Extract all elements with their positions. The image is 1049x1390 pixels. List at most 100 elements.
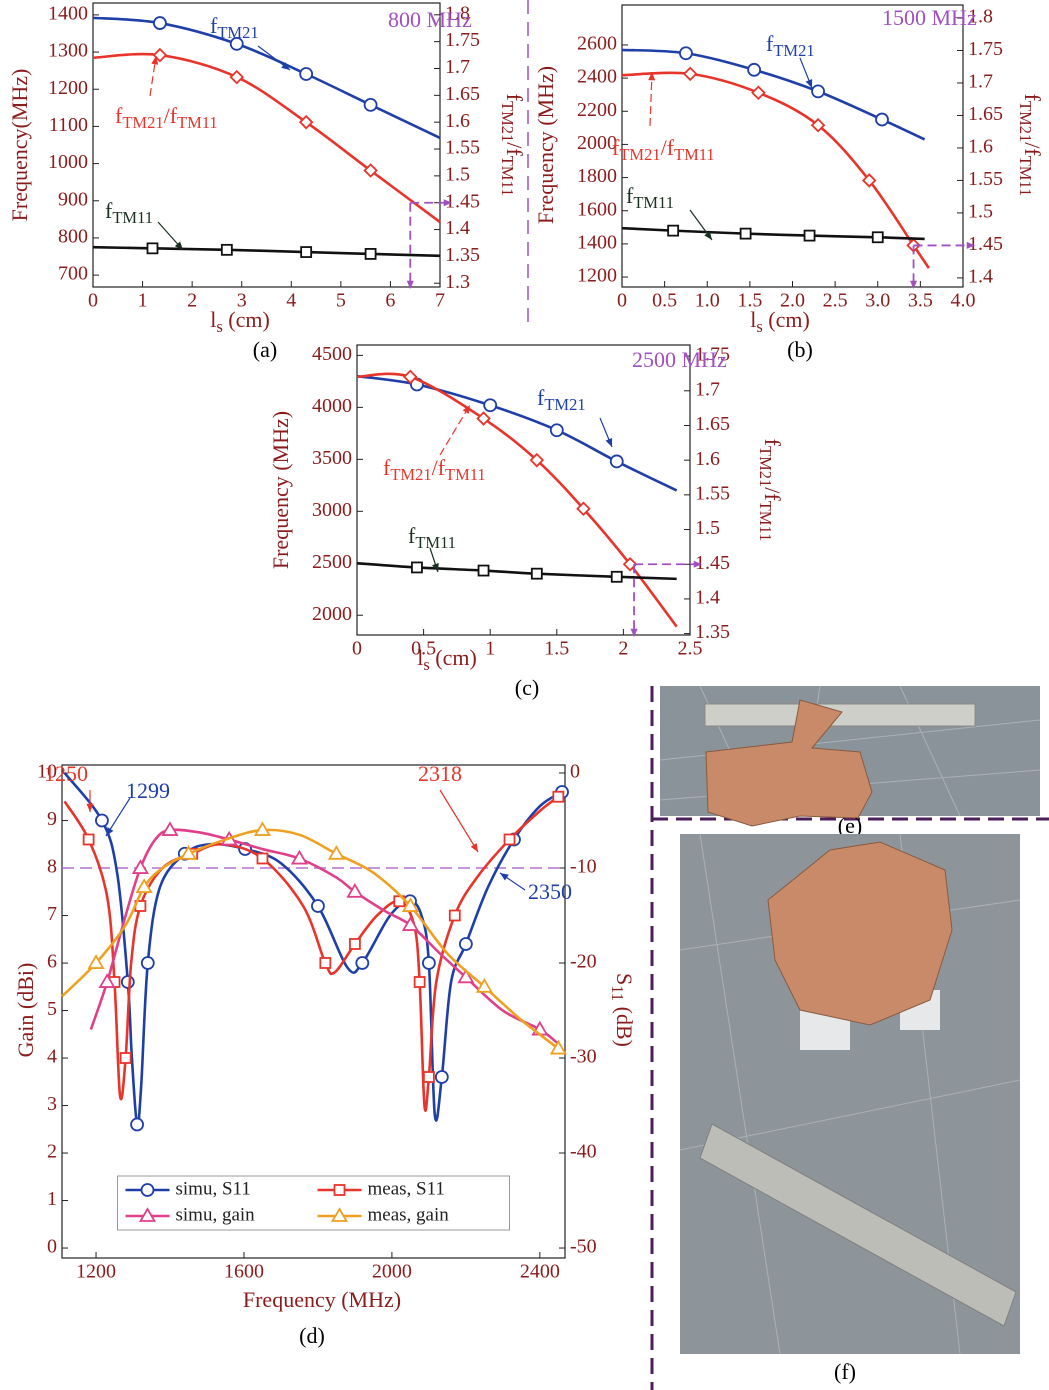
- y2-axis-label-part: /f: [760, 487, 785, 501]
- y2-tick-label: 1.75: [968, 38, 1003, 60]
- annotation-arrowhead: [704, 231, 712, 240]
- y-tick-label: 2400: [577, 66, 617, 88]
- annotation: fTM11: [105, 198, 153, 227]
- x-tick-label: 2.0: [780, 290, 805, 312]
- guide-arrowhead: [406, 280, 414, 289]
- annotation-arrowhead: [151, 56, 159, 65]
- y-tick-label: 1200: [577, 265, 617, 287]
- y-tick-label: 800: [58, 226, 88, 248]
- y2-tick-label: 1.5: [695, 517, 720, 539]
- y-tick-label: 1200: [48, 77, 88, 99]
- annotation: 1500 MHz: [882, 5, 977, 30]
- y-tick-label: 1600: [577, 198, 617, 220]
- x-tick-label: 2: [187, 290, 197, 312]
- photo-e: (e): [659, 685, 1041, 838]
- y2-axis-label-part: (dB): [612, 1001, 637, 1047]
- photo-ruler: [699, 1123, 1017, 1327]
- marker: [120, 975, 135, 989]
- marker: [290, 849, 309, 865]
- annotation-part: TM11: [415, 533, 456, 552]
- x-axis-label: Frequency (MHz): [243, 1287, 401, 1312]
- marker: [875, 112, 889, 127]
- series-line: [63, 795, 560, 1112]
- plot-frame: [92, 2, 441, 288]
- x-tick-label: 0: [617, 290, 627, 312]
- y2-tick-label: 1.35: [695, 621, 730, 643]
- photo-caption: (f): [834, 1359, 856, 1384]
- y-axis-label-part: Gain (dBi): [13, 963, 38, 1058]
- marker: [363, 163, 378, 178]
- y-tick-label: 1100: [49, 114, 88, 136]
- legend-label: meas, gain: [368, 1204, 450, 1225]
- y2-axis-label-part: TM11: [756, 501, 775, 542]
- annotation: fTM21: [210, 13, 259, 42]
- marker: [179, 845, 198, 860]
- x-tick-label: 0.5: [652, 290, 677, 312]
- y2-tick-label: -40: [570, 1141, 597, 1163]
- annotation-part: 2500 MHz: [632, 347, 727, 372]
- marker: [552, 790, 565, 803]
- y2-tick-label: -50: [570, 1236, 597, 1258]
- annotation-part: f: [210, 13, 218, 38]
- annotation: fTM21/fTM11: [612, 135, 715, 164]
- y2-tick-label: 1.45: [445, 190, 480, 212]
- y-tick-label: 5: [47, 998, 57, 1020]
- y-tick-label: 1800: [577, 165, 617, 187]
- marker: [220, 243, 233, 256]
- x-tick-label: 3.0: [865, 290, 890, 312]
- y2-tick-label: 1.65: [445, 83, 480, 105]
- y2-axis-label-part: TM21: [756, 446, 775, 487]
- marker: [311, 899, 325, 913]
- y2-tick-label: 1.65: [968, 103, 1003, 125]
- x-tick-label: 1: [138, 290, 148, 312]
- annotation-part: f: [612, 135, 620, 160]
- marker: [458, 937, 473, 951]
- annotation: fTM11: [408, 523, 456, 552]
- x-axis-label: ls (cm): [750, 307, 810, 336]
- annotation-part: TM21: [390, 465, 431, 484]
- y-tick-label: 900: [58, 188, 88, 210]
- annotation-part: 1250: [44, 761, 88, 786]
- caption: (c): [515, 675, 539, 700]
- marker: [131, 859, 149, 874]
- x-axis-label-part: l: [417, 645, 423, 670]
- y-tick-label: 1000: [48, 151, 88, 173]
- annotation-part: f: [626, 183, 634, 208]
- y-tick-label: 6: [47, 951, 57, 973]
- y-tick-label: 2200: [577, 99, 617, 121]
- y-tick-label: 700: [58, 263, 88, 285]
- x-tick-label: 1200: [76, 1261, 116, 1283]
- marker: [610, 570, 623, 583]
- marker: [253, 821, 272, 836]
- x-tick-label: 4.0: [951, 290, 976, 312]
- y-axis-label: Frequency(MHz): [7, 69, 32, 222]
- marker: [153, 16, 167, 30]
- y-tick-label: 2: [47, 1141, 57, 1163]
- annotation: 2318: [418, 761, 462, 786]
- y2-tick-label: 1.4: [445, 217, 470, 239]
- y-tick-label: 3500: [312, 447, 352, 469]
- caption: (b): [787, 337, 813, 362]
- annotation-arrowhead: [648, 72, 656, 81]
- plot-frame: [356, 344, 691, 636]
- annotation-part: f: [408, 523, 416, 548]
- x-tick-label: 7: [435, 290, 445, 312]
- y-tick-label: 3: [47, 1093, 57, 1115]
- annotation-part: TM21: [544, 395, 585, 414]
- marker: [411, 561, 423, 574]
- guide-arrowhead: [443, 199, 452, 207]
- annotation-part: 1500 MHz: [882, 5, 977, 30]
- marker: [871, 231, 884, 244]
- x-axis-label: ls (cm): [417, 645, 477, 674]
- annotation: fTM21: [766, 31, 815, 60]
- marker: [457, 968, 475, 984]
- marker: [549, 1039, 567, 1055]
- annotation: 1299: [126, 778, 170, 803]
- y-axis-label-part: Frequency (MHz): [268, 411, 293, 569]
- x-tick-label: 2400: [520, 1261, 560, 1283]
- marker: [483, 398, 498, 413]
- annotation-part: f: [115, 103, 123, 128]
- marker: [421, 956, 436, 970]
- y-tick-label: 1400: [577, 231, 617, 253]
